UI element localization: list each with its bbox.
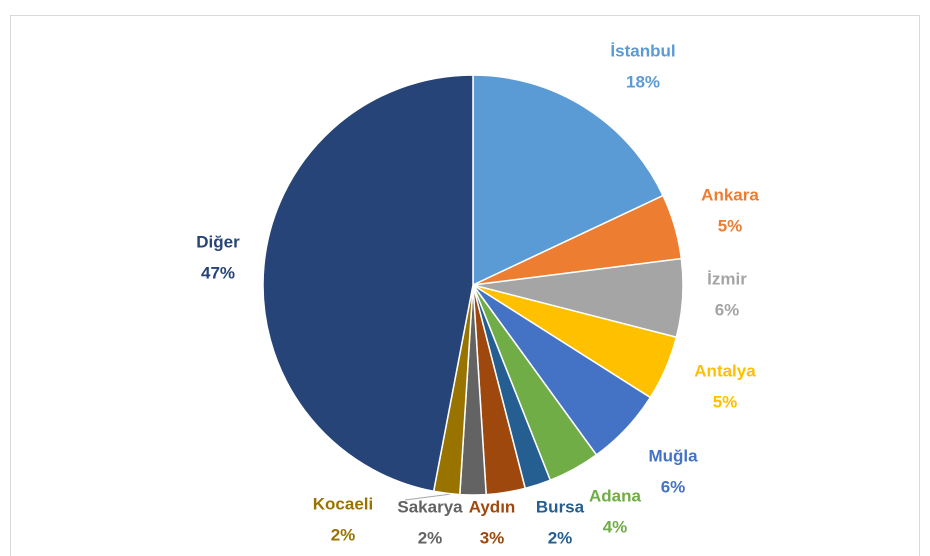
slice-label: Ankara — [701, 185, 759, 204]
slice-label: Aydın — [469, 497, 516, 516]
slice-label: İstanbul — [610, 41, 675, 60]
pie-slice — [472, 74, 665, 287]
slice-value: 3% — [480, 528, 505, 547]
slice-label: Kocaeli — [313, 494, 373, 513]
slice-value: 2% — [331, 525, 356, 544]
slice-label: Sakarya — [397, 497, 463, 516]
pie-slice — [262, 74, 474, 493]
slice-value: 6% — [661, 477, 686, 496]
slice-value: 6% — [715, 300, 740, 319]
slice-label: Muğla — [648, 446, 698, 465]
slice-label: Bursa — [536, 497, 585, 516]
slice-value: 5% — [718, 216, 743, 235]
slice-value: 18% — [626, 72, 660, 91]
slice-value: 5% — [713, 392, 738, 411]
slice-value: 2% — [418, 528, 443, 547]
slice-label: İzmir — [707, 269, 747, 288]
slice-value: 4% — [603, 517, 628, 536]
slice-value: 47% — [201, 263, 235, 282]
slice-label: Antalya — [694, 361, 756, 380]
slice-label: Diğer — [196, 232, 240, 251]
slice-label: Adana — [589, 486, 642, 505]
slice-value: 2% — [548, 528, 573, 547]
